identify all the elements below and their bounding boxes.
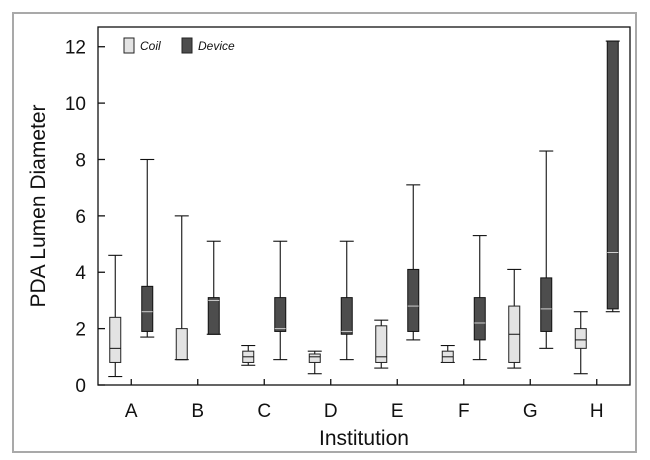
coil-box-b — [174, 215, 189, 361]
x-tick-label: H — [590, 401, 604, 422]
iqr-box — [606, 40, 619, 310]
legend-label-device: Device — [198, 39, 235, 53]
x-tick-label: G — [523, 401, 538, 422]
coil-box-c — [241, 344, 256, 366]
x-tick-label: B — [191, 401, 204, 422]
y-tick-label: 4 — [75, 263, 86, 284]
x-axis-title: Institution — [319, 427, 409, 450]
chart-frame — [12, 12, 637, 453]
coil-box-h — [573, 311, 588, 375]
y-tick-label: 8 — [75, 150, 86, 171]
y-axis-title: PDA Lumen Diameter — [27, 104, 50, 307]
y-tick-label: 2 — [75, 320, 86, 341]
coil-box-d — [307, 350, 322, 375]
y-tick-label: 6 — [75, 207, 86, 228]
device-box-d — [339, 240, 354, 361]
x-tick-label: C — [257, 401, 271, 422]
boxes — [108, 40, 620, 378]
coil-box-f — [440, 344, 455, 363]
iqr-box — [540, 277, 553, 332]
iqr-box — [274, 297, 287, 332]
device-box-e — [406, 184, 421, 341]
x-tick-label: D — [324, 401, 338, 422]
device-box-h — [605, 40, 620, 313]
legend-swatch-device — [181, 37, 193, 54]
iqr-box — [574, 328, 587, 349]
plot-area — [97, 26, 631, 386]
x-tick-label: A — [125, 401, 138, 422]
x-tick-label: E — [391, 401, 404, 422]
iqr-box — [109, 316, 122, 363]
iqr-box — [473, 297, 486, 341]
coil-box-e — [374, 319, 389, 369]
device-box-f — [472, 235, 487, 361]
iqr-box — [175, 328, 188, 361]
coil-box-g — [507, 268, 522, 369]
axes-box — [97, 26, 631, 386]
y-tick-label: 10 — [65, 94, 86, 115]
coil-box-a — [108, 254, 123, 378]
x-tick-label: F — [458, 401, 470, 422]
device-box-c — [273, 240, 288, 361]
iqr-box — [141, 285, 154, 332]
iqr-box — [207, 297, 220, 335]
x-axis: A B C D E F G H — [125, 379, 604, 422]
y-axis: 0 2 4 6 8 10 12 — [65, 38, 105, 397]
y-tick-label: 12 — [65, 38, 86, 59]
legend: Coil Device — [123, 37, 235, 54]
legend-label-coil: Coil — [140, 39, 161, 53]
iqr-box — [375, 325, 388, 363]
iqr-box — [308, 353, 321, 363]
legend-swatch-coil — [123, 37, 135, 54]
iqr-box — [340, 297, 353, 335]
device-box-a — [140, 158, 155, 338]
device-box-g — [539, 150, 554, 349]
iqr-box — [407, 268, 420, 332]
y-tick-label: 0 — [75, 376, 86, 397]
device-box-b — [206, 240, 221, 335]
